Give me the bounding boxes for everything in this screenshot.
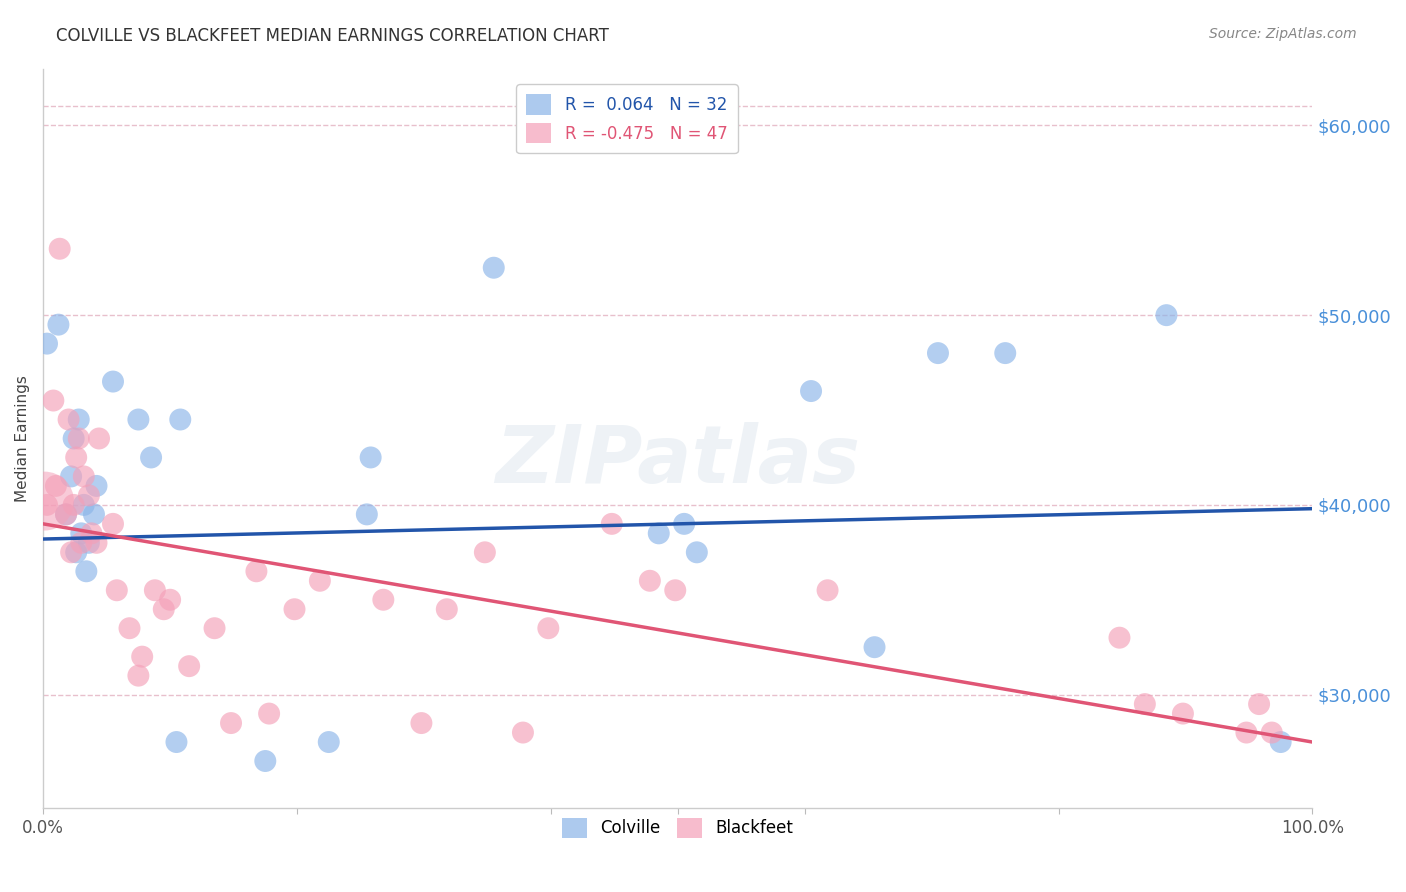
Point	[1270, 735, 1292, 749]
Point	[1171, 706, 1194, 721]
Point	[70, 536, 93, 550]
Point	[35, 336, 58, 351]
Point	[283, 602, 305, 616]
Point	[537, 621, 560, 635]
Point	[62, 432, 84, 446]
Point	[257, 706, 280, 721]
Point	[686, 545, 709, 559]
Point	[1133, 697, 1156, 711]
Point	[512, 725, 534, 739]
Text: COLVILLE VS BLACKFEET MEDIAN EARNINGS CORRELATION CHART: COLVILLE VS BLACKFEET MEDIAN EARNINGS CO…	[56, 27, 609, 45]
Point	[75, 564, 97, 578]
Point	[55, 508, 77, 522]
Point	[179, 659, 201, 673]
Point	[48, 318, 70, 332]
Point	[254, 754, 277, 768]
Point	[67, 412, 90, 426]
Point	[309, 574, 332, 588]
Point	[600, 516, 623, 531]
Point	[356, 508, 378, 522]
Y-axis label: Median Earnings: Median Earnings	[15, 375, 30, 502]
Text: ZIPatlas: ZIPatlas	[495, 422, 860, 500]
Point	[245, 564, 267, 578]
Point	[131, 649, 153, 664]
Point	[73, 469, 96, 483]
Point	[159, 592, 181, 607]
Point	[817, 583, 839, 598]
Point	[80, 526, 103, 541]
Point	[35, 498, 58, 512]
Point	[482, 260, 505, 275]
Point	[166, 735, 188, 749]
Point	[86, 479, 108, 493]
Point	[83, 508, 105, 522]
Point	[152, 602, 174, 616]
Point	[48, 242, 70, 256]
Point	[58, 412, 80, 426]
Point	[77, 488, 100, 502]
Point	[673, 516, 696, 531]
Point	[664, 583, 686, 598]
Point	[67, 432, 90, 446]
Point	[65, 545, 87, 559]
Point	[101, 375, 124, 389]
Point	[436, 602, 458, 616]
Point	[927, 346, 949, 360]
Text: Source: ZipAtlas.com: Source: ZipAtlas.com	[1209, 27, 1357, 41]
Point	[127, 668, 149, 682]
Point	[411, 716, 433, 731]
Point	[60, 469, 83, 483]
Point	[1156, 308, 1178, 322]
Point	[474, 545, 496, 559]
Point	[86, 536, 108, 550]
Point	[34, 494, 56, 508]
Point	[60, 545, 83, 559]
Point	[1249, 697, 1271, 711]
Point	[118, 621, 141, 635]
Point	[1108, 631, 1130, 645]
Point	[65, 450, 87, 465]
Point	[127, 412, 149, 426]
Point	[139, 450, 162, 465]
Point	[1261, 725, 1284, 739]
Point	[42, 393, 65, 408]
Point	[1234, 725, 1257, 739]
Point	[638, 574, 661, 588]
Point	[55, 508, 77, 522]
Point	[101, 516, 124, 531]
Point	[373, 592, 395, 607]
Point	[62, 498, 84, 512]
Point	[73, 498, 96, 512]
Point	[219, 716, 242, 731]
Point	[87, 432, 110, 446]
Legend: Colville, Blackfeet: Colville, Blackfeet	[555, 811, 800, 845]
Point	[318, 735, 340, 749]
Point	[105, 583, 128, 598]
Point	[648, 526, 671, 541]
Point	[70, 526, 93, 541]
Point	[143, 583, 166, 598]
Point	[863, 640, 886, 655]
Point	[800, 384, 823, 398]
Point	[204, 621, 226, 635]
Point	[77, 536, 100, 550]
Point	[994, 346, 1017, 360]
Point	[169, 412, 191, 426]
Point	[360, 450, 382, 465]
Point	[45, 479, 67, 493]
